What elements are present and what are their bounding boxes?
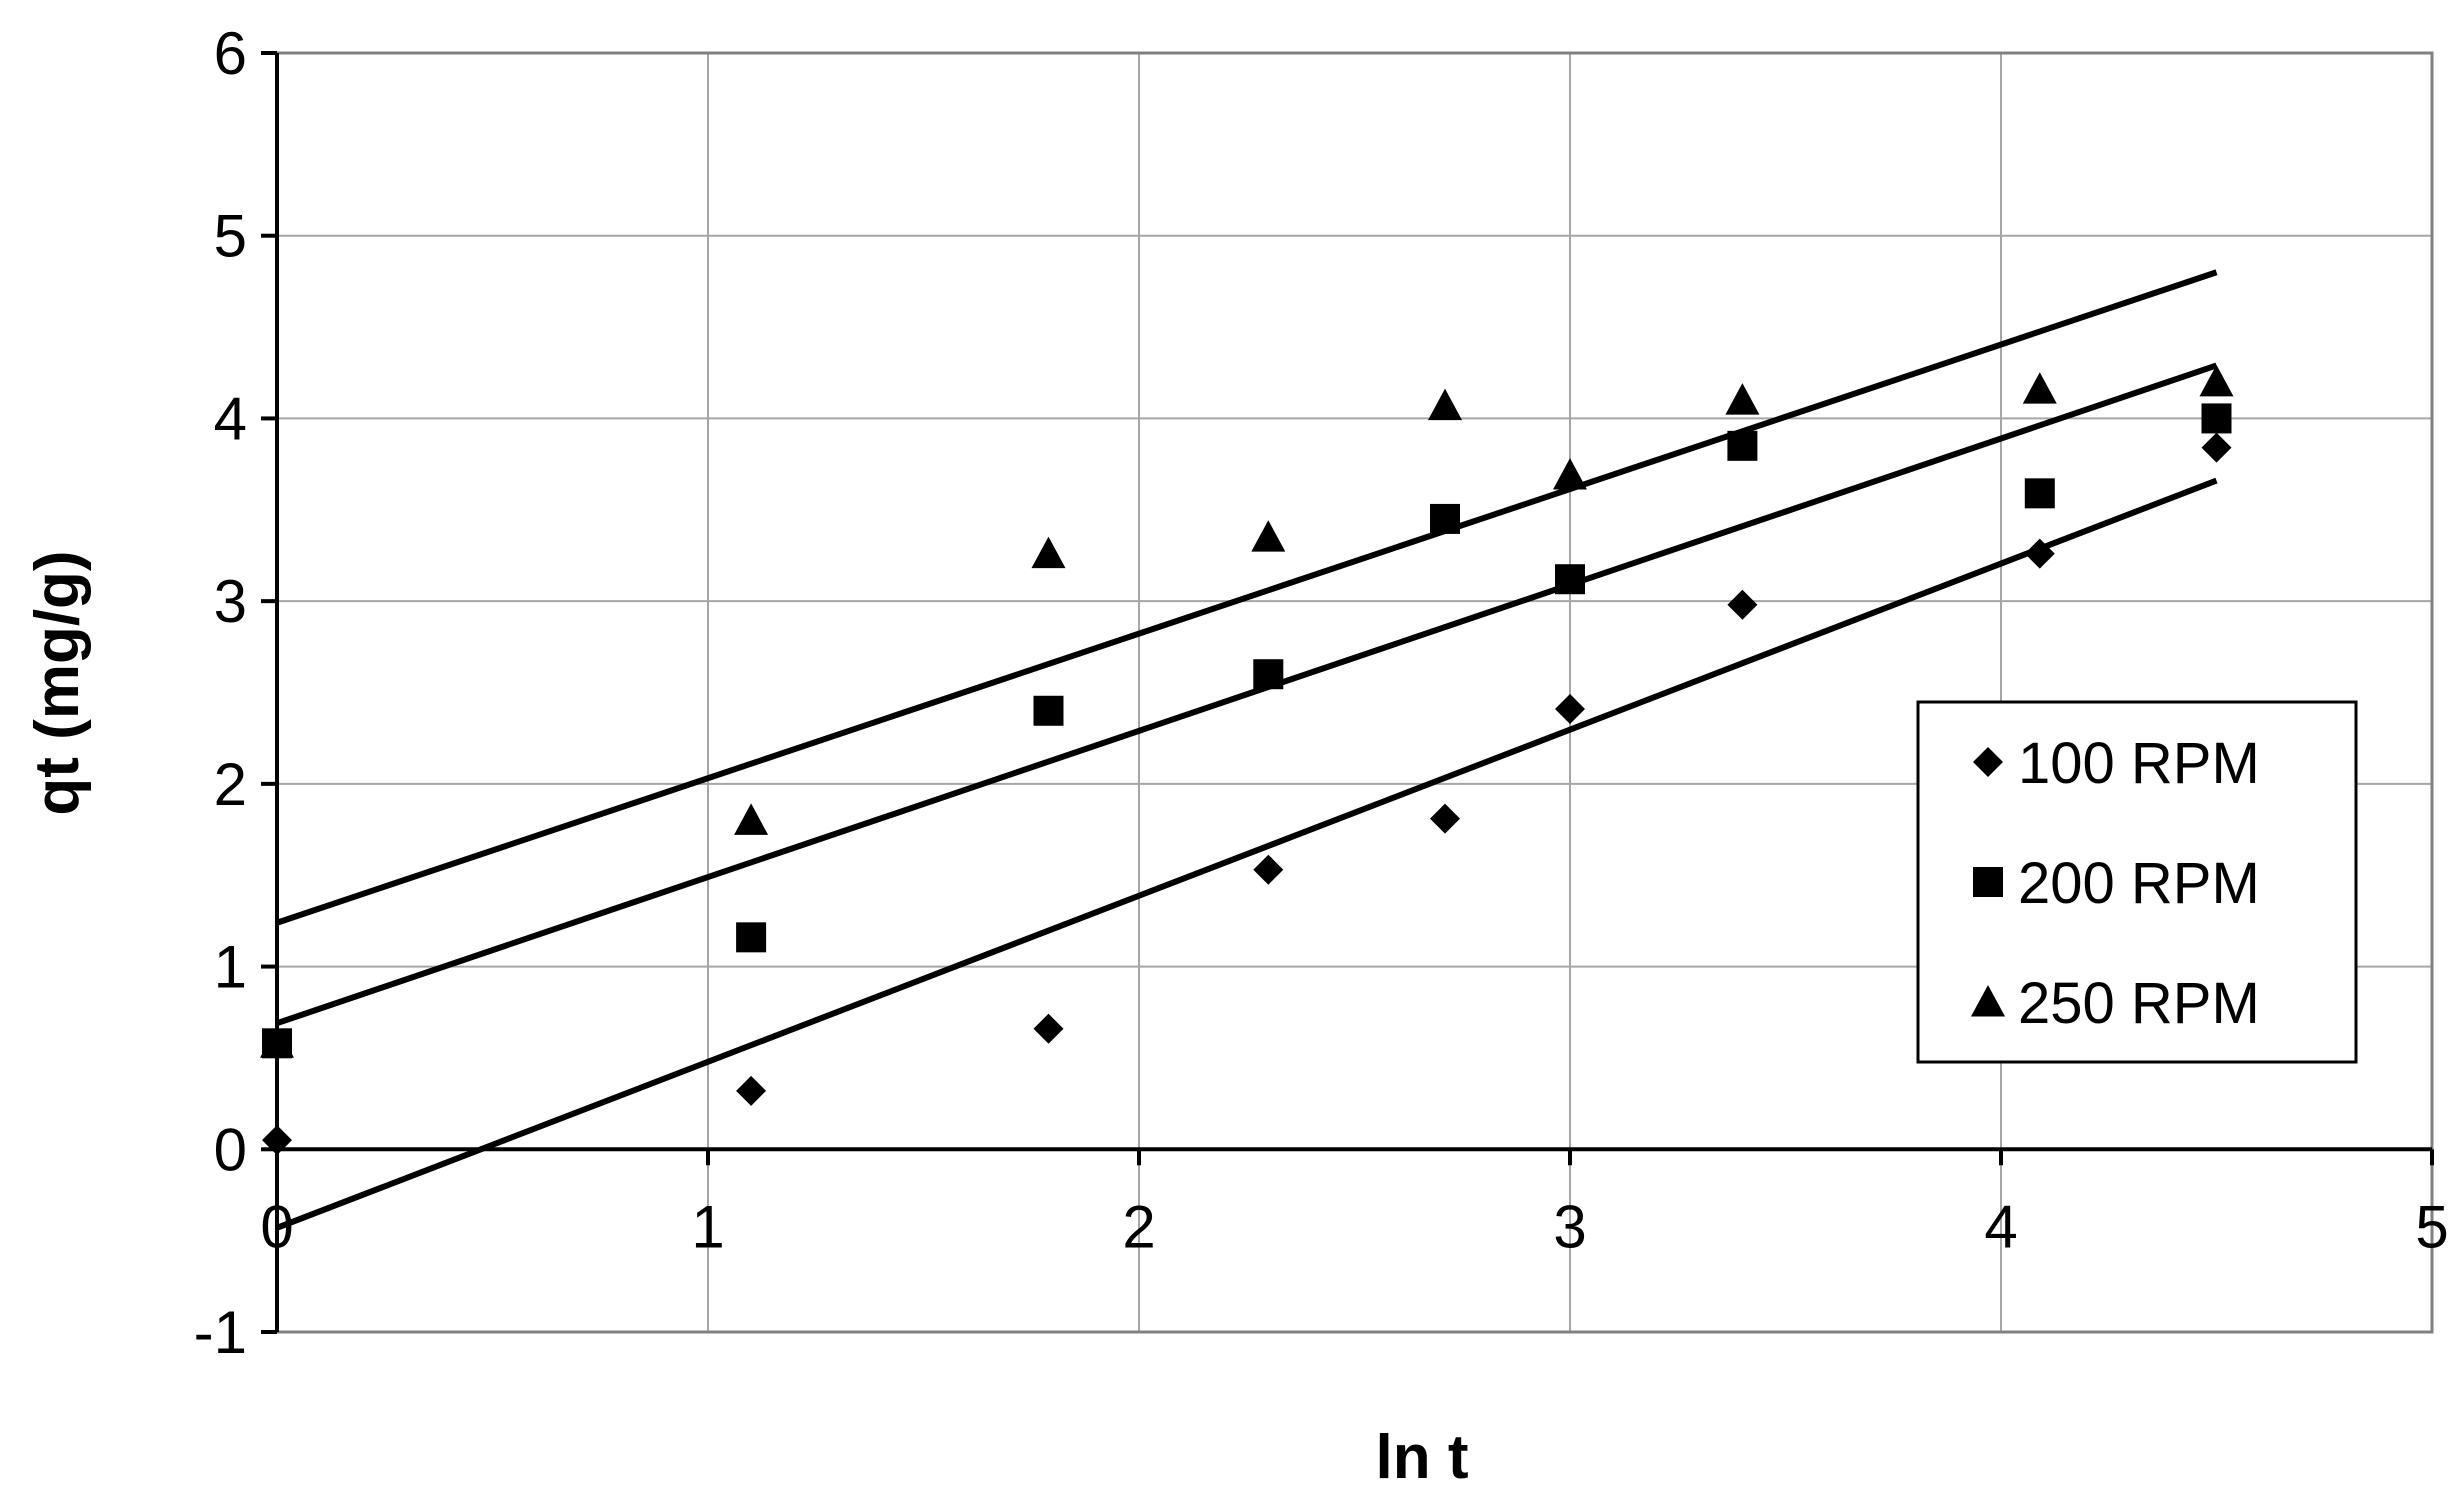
point-diamond: [1555, 693, 1585, 724]
point-square: [1727, 430, 1758, 461]
x-axis-title: ln t: [1376, 1423, 1469, 1492]
x-tick-label: 1: [691, 1193, 724, 1260]
trendline-diamond: [275, 477, 2218, 1231]
point-triangle: [2022, 372, 2057, 404]
point-square: [1253, 659, 1284, 690]
x-tick-label: 4: [1984, 1193, 2017, 1260]
legend-label: 200 RPM: [2018, 851, 2260, 916]
point-square: [1430, 503, 1461, 534]
point-square: [1555, 564, 1585, 595]
point-triangle: [1031, 536, 1066, 569]
point-square: [736, 922, 767, 953]
data-points: [260, 364, 2234, 1156]
y-tick-label: 1: [214, 934, 247, 1001]
point-diamond: [1430, 803, 1461, 834]
y-tick-label: 6: [214, 20, 247, 87]
legend-marker-square: [1973, 867, 2003, 897]
legend-marker-triangle: [1971, 985, 2005, 1017]
point-diamond: [1253, 854, 1284, 885]
point-diamond: [2024, 538, 2055, 569]
trendline-triangle: [276, 269, 2218, 926]
legend-marker-diamond: [1973, 747, 2003, 777]
y-tick-label: -1: [194, 1299, 247, 1366]
point-triangle: [2199, 364, 2234, 397]
trendline-square: [276, 362, 2218, 1027]
point-square: [2024, 478, 2055, 509]
point-diamond: [1033, 1013, 1064, 1044]
point-triangle: [260, 1026, 294, 1058]
y-tick-label: 0: [214, 1116, 247, 1183]
axes: [261, 51, 2434, 1334]
legend: 100 RPM 200 RPM 250 RPM: [1916, 700, 2358, 1064]
point-square: [2201, 403, 2232, 434]
point-triangle: [1553, 458, 1587, 490]
y-tick-label: 3: [214, 568, 247, 635]
y-tick-label: 2: [214, 751, 247, 818]
x-tick-label: 5: [2415, 1193, 2448, 1260]
legend-label: 100 RPM: [2018, 731, 2260, 796]
point-triangle: [1428, 388, 1463, 421]
point-triangle: [734, 803, 769, 835]
y-tick-label: 4: [214, 385, 247, 452]
point-diamond: [2201, 432, 2232, 463]
point-triangle: [1725, 383, 1760, 415]
x-tick-label: 2: [1122, 1193, 1155, 1260]
plot-area-border: [275, 51, 2434, 1334]
y-axis-title: qt (mg/g): [23, 550, 92, 815]
point-diamond: [1727, 589, 1758, 620]
point-square: [1033, 695, 1064, 726]
grid: [276, 52, 2433, 1333]
y-tick-label: 5: [214, 203, 247, 270]
legend-label: 250 RPM: [2018, 971, 2260, 1036]
x-tick-label: 3: [1553, 1193, 1586, 1260]
trendlines: [275, 269, 2218, 1231]
point-diamond: [736, 1075, 767, 1106]
point-triangle: [1251, 520, 1286, 552]
point-diamond: [262, 1125, 292, 1156]
